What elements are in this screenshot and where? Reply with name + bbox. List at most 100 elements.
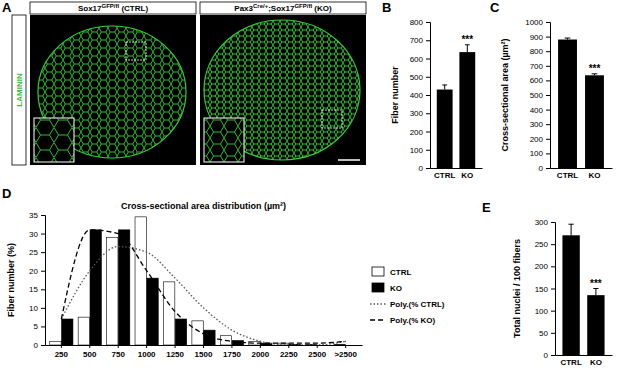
tick: 1500 [195, 345, 213, 359]
tick: 35 [29, 211, 45, 220]
error-cap [569, 224, 574, 225]
tick-mark [41, 215, 45, 216]
tick-mark [317, 345, 318, 348]
bar [147, 278, 158, 345]
x-axis: CTRLKO [556, 355, 613, 367]
tick: 100 [535, 307, 555, 316]
tick: 600 [530, 76, 550, 85]
tick: CTRL [434, 168, 455, 180]
tick-mark [546, 139, 550, 140]
legend-swatch [370, 319, 386, 320]
tick-label: 300 [535, 218, 549, 227]
title-part: Sox17 [78, 4, 102, 13]
tick-mark [41, 289, 45, 290]
legend-label: CTRL [390, 268, 411, 277]
panel-letter: B [382, 0, 391, 15]
tick: 500 [530, 91, 550, 100]
bar [78, 317, 89, 345]
legend-swatch [372, 283, 384, 292]
tick: 1000 [138, 345, 156, 359]
bar [562, 235, 579, 355]
tick-mark [546, 110, 550, 111]
tick-label: 900 [530, 33, 544, 42]
tick: 750 [112, 345, 126, 359]
tick: 15 [29, 285, 45, 294]
tick-label: 750 [112, 350, 126, 359]
tick-label: 250 [55, 350, 69, 359]
tick-label: KO [590, 358, 602, 367]
title-part: (KO) [312, 4, 332, 13]
error-bar [571, 224, 572, 235]
tick-mark [426, 132, 430, 133]
tick-mark [551, 289, 555, 290]
y-axis-title: Fiber number [390, 66, 400, 124]
bar [90, 230, 101, 345]
tick: 50 [539, 329, 555, 338]
tick: 0 [34, 341, 45, 350]
x-axis: CTRLKO [431, 168, 483, 180]
tick: 20 [29, 267, 45, 276]
tick: 400 [410, 91, 430, 100]
y-axis-line [426, 23, 431, 169]
tick: 1250 [166, 345, 184, 359]
tick-mark [546, 95, 550, 96]
tick-mark [426, 150, 430, 151]
title-part: ;Sox17 [268, 4, 295, 13]
bar [459, 52, 475, 168]
error-cap [442, 84, 447, 85]
tick: 700 [530, 62, 550, 71]
tick: 150 [535, 285, 555, 294]
chart-panel: E050100150200250300CTRLKOTotal nuclei / … [482, 200, 613, 367]
bar [334, 344, 345, 345]
tick: >2500 [334, 345, 357, 359]
bar [50, 341, 61, 345]
tick: 0 [544, 351, 555, 360]
y-axis-line [551, 223, 556, 356]
inset-frame [126, 42, 146, 60]
tick-label: 20 [29, 267, 38, 276]
y-axis: 0100200300400500600700800 [410, 18, 431, 173]
tick-label: 50 [539, 329, 548, 338]
chart-panel: D051015202530352505007501000125015001750… [2, 186, 445, 359]
x-axis: CTRLKO [551, 168, 613, 180]
tick-label: 2500 [308, 350, 326, 359]
tick-label: 150 [535, 285, 549, 294]
tick-mark [546, 51, 550, 52]
tick: 300 [535, 218, 555, 227]
error-bar [467, 45, 468, 52]
tick: 2000 [251, 345, 269, 359]
plot-area [50, 217, 346, 345]
y-axis: 050100150200250300 [535, 218, 556, 360]
plot-area [558, 38, 604, 168]
tick: 500 [410, 73, 430, 82]
tick-mark [260, 345, 261, 348]
title-part: GFP/fl [294, 3, 312, 9]
tick-label: 0 [419, 164, 424, 173]
tick: CTRL [557, 168, 578, 180]
y-axis-line [546, 23, 551, 169]
tick-label: 800 [410, 18, 424, 27]
tick-mark [175, 345, 176, 348]
bar [585, 75, 604, 168]
tick-label: 1000 [138, 350, 156, 359]
bar [437, 90, 453, 168]
tick: 250 [55, 345, 69, 359]
tick: 30 [29, 230, 45, 239]
annotation: *** [589, 63, 601, 74]
tick-mark [231, 345, 232, 348]
tick-mark [118, 345, 119, 348]
inset-frame [322, 110, 342, 128]
tick-label: 200 [530, 135, 544, 144]
legend-label: Poly.(% CTRL) [390, 300, 445, 309]
bar [175, 319, 186, 345]
bar [346, 345, 357, 346]
tick: 5 [34, 322, 45, 331]
tick-mark [551, 333, 555, 334]
tick: 300 [530, 120, 550, 129]
tick: 25 [29, 248, 45, 257]
tick-label: 10 [29, 304, 38, 313]
tick-mark [41, 326, 45, 327]
tick-mark [41, 345, 45, 346]
inset [204, 118, 244, 162]
bar [118, 230, 129, 345]
